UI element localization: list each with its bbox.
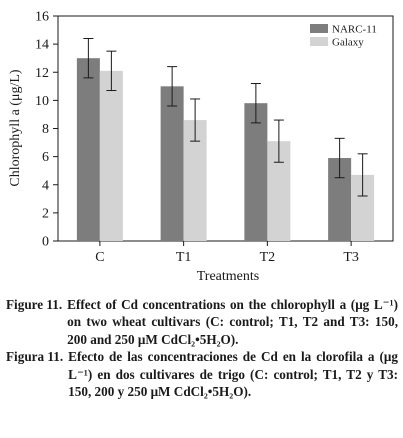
bar-galaxy [99, 70, 123, 241]
caption-spanish-label: Figura 11. [6, 349, 64, 365]
bar-narc-11 [244, 103, 268, 241]
figure-captions: Figure 11. Effect of Cd concentrations o… [6, 296, 398, 400]
y-tick-label: 8 [42, 122, 49, 137]
y-tick-label: 12 [35, 66, 49, 81]
y-tick-label: 6 [42, 150, 49, 165]
x-tick-label: T2 [260, 250, 276, 265]
legend-label: Galaxy [332, 37, 364, 49]
legend-swatch [310, 24, 328, 33]
bar-galaxy [267, 141, 291, 241]
x-tick-label: T3 [343, 250, 359, 265]
y-tick-label: 16 [35, 10, 49, 25]
legend-swatch [310, 37, 328, 46]
x-axis-label: Treatments [197, 269, 259, 284]
bar-galaxy [183, 120, 207, 241]
bar-narc-11 [328, 158, 352, 241]
caption-spanish: Figura 11. Efecto de las concentraciones… [6, 348, 398, 400]
caption-spanish-text: Efecto de las concentraciones de Cd en l… [68, 349, 398, 400]
y-tick-label: 0 [42, 235, 49, 250]
bar-galaxy [351, 174, 375, 241]
y-tick-label: 10 [35, 94, 49, 109]
y-tick-label: 4 [42, 178, 49, 193]
bar-chart: Chlorophyll a (μg/L) Treatments 0 2 4 6 8 10 1… [8, 10, 394, 284]
legend-label: NARC-11 [332, 24, 377, 36]
bar-narc-11 [76, 58, 100, 241]
x-tick-label: C [95, 250, 104, 265]
caption-english: Figure 11. Effect of Cd concentrations o… [6, 296, 398, 348]
x-tick-label: T1 [176, 250, 192, 265]
bar-narc-11 [160, 86, 184, 241]
y-tick-label: 14 [35, 38, 49, 53]
y-tick-label: 2 [42, 206, 49, 221]
caption-english-label: Figure 11. [6, 297, 63, 312]
caption-english-text: Effect of Cd concentrations on the chlor… [67, 297, 398, 347]
y-axis-label: Chlorophyll a (μg/L) [8, 69, 23, 186]
